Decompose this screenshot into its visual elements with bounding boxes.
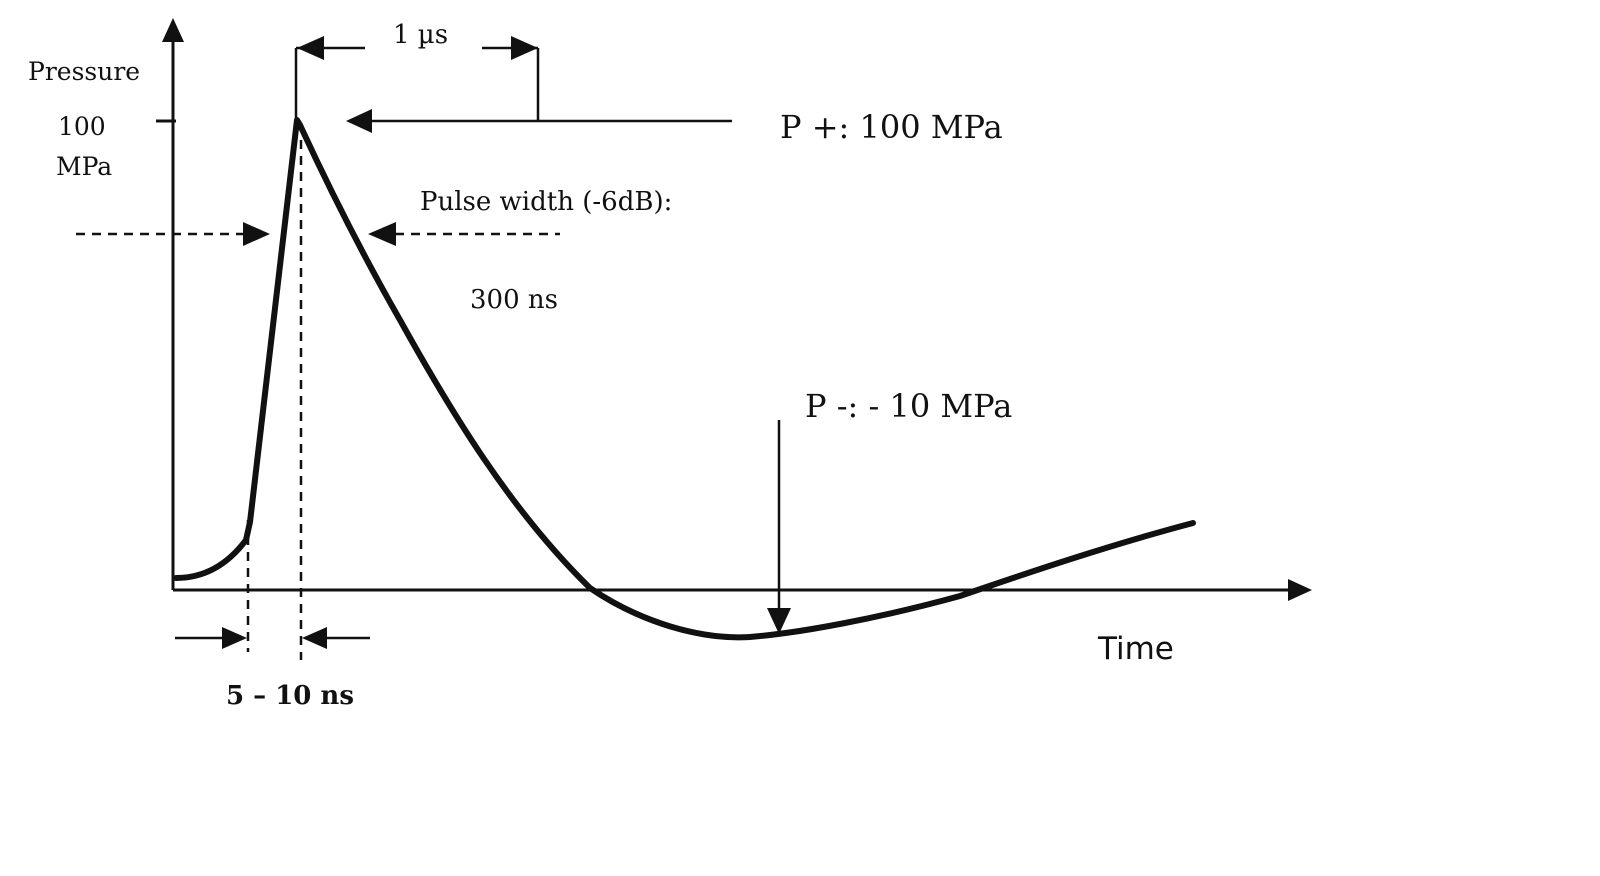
arrow-right-icon <box>511 36 538 60</box>
y-axis <box>156 18 184 590</box>
arrow-right-icon <box>222 627 247 649</box>
pulse-width-title: Pulse width (-6dB): <box>420 187 672 217</box>
y-tick-label-unit: MPa <box>56 152 112 181</box>
y-axis-label: Pressure <box>28 57 140 86</box>
rise-time-arrows <box>175 627 370 649</box>
arrow-right-icon <box>243 222 270 246</box>
pulse-width-arrows <box>76 222 560 246</box>
arrow-left-icon <box>297 36 324 60</box>
arrow-left-icon <box>368 222 396 246</box>
pressure-curve <box>173 117 1196 641</box>
arrow-down-icon <box>767 608 791 634</box>
duration-bracket <box>294 36 540 121</box>
arrow-left-icon <box>302 627 327 649</box>
y-tick-label-value: 100 <box>58 112 106 141</box>
peak-positive-pointer <box>346 109 732 133</box>
peak-negative-pointer <box>767 420 791 634</box>
x-axis-label: Time <box>1097 631 1174 667</box>
y-axis-arrow-icon <box>162 18 184 42</box>
peak-negative-label: P -: - 10 MPa <box>805 387 1012 425</box>
arrow-left-icon <box>346 109 372 133</box>
x-axis-arrow-icon <box>1288 579 1312 601</box>
x-axis <box>173 579 1312 601</box>
rise-time-label: 5 – 10 ns <box>226 681 354 711</box>
duration-label: 1 µs <box>393 20 448 50</box>
peak-positive-label: P +: 100 MPa <box>780 108 1003 146</box>
pulse-width-value: 300 ns <box>470 285 558 315</box>
